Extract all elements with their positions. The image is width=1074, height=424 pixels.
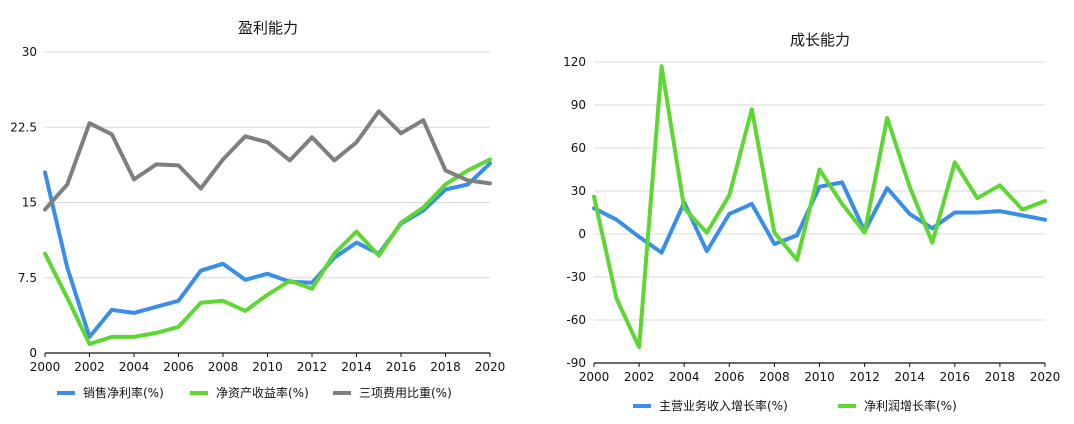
y-tick-label: 90 [571, 98, 586, 112]
legend-label: 三项费用比重(%) [359, 386, 452, 400]
series-line-2 [43, 157, 492, 346]
series-line-3 [43, 109, 492, 212]
y-tick-label: 22.5 [10, 120, 37, 134]
growth-chart-svg: 成长能力 -90 -60 -30 0 30 60 90 120 2000 2002 2004 2006… [563, 31, 1061, 413]
series-line-1 [592, 180, 1047, 255]
x-tick-label: 2012 [849, 370, 880, 384]
x-tick-label: 2000 [30, 360, 61, 374]
legend-label: 净利润增长率(%) [864, 398, 957, 413]
x-tick-label: 2004 [119, 360, 150, 374]
profitability-chart: 盈利能力 0 7.5 15 22.5 30 2000 2002 2004 2006 2008 201… [10, 19, 506, 400]
profitability-chart-svg: 盈利能力 0 7.5 15 22.5 30 2000 2002 2004 2006 2008 201… [10, 19, 506, 400]
legend-label: 销售净利率(%) [83, 385, 164, 400]
y-tick-label: -90 [566, 356, 586, 370]
x-tick-label: 2006 [714, 370, 745, 384]
legend-label: 净资产收益率(%) [216, 385, 309, 400]
series-line-1 [43, 161, 492, 339]
y-tick-label: 120 [563, 55, 586, 69]
y-tick-label: 7.5 [18, 271, 37, 285]
y-tick-label: 15 [22, 196, 37, 210]
y-tick-label: -60 [566, 313, 586, 327]
series-line-2 [592, 64, 1047, 350]
chart-title: 成长能力 [790, 31, 850, 49]
x-tick-label: 2014 [341, 360, 372, 374]
x-tick-label: 2012 [297, 360, 328, 374]
x-tick-label: 2020 [475, 360, 506, 374]
x-tick-label: 2018 [430, 360, 461, 374]
x-tick-label: 2014 [894, 370, 925, 384]
x-tick-label: 2018 [985, 370, 1016, 384]
x-tick-label: 2010 [804, 370, 835, 384]
legend-label: 主营业务收入增长率(%) [659, 398, 788, 413]
y-tick-label: 0 [578, 227, 586, 241]
growth-chart: 成长能力 -90 -60 -30 0 30 60 90 120 2000 2002 2004 2006… [537, 0, 1074, 424]
x-tick-label: 2002 [74, 360, 105, 374]
x-tick-label: 2010 [252, 360, 283, 374]
y-tick-label: 30 [22, 45, 37, 59]
y-tick-label: 60 [571, 141, 586, 155]
y-tick-label: 30 [571, 184, 586, 198]
x-tick-label: 2020 [1030, 370, 1061, 384]
y-tick-label: -30 [566, 270, 586, 284]
y-tick-label: 0 [29, 346, 37, 360]
x-tick-label: 2016 [940, 370, 971, 384]
x-tick-label: 2004 [669, 370, 700, 384]
x-tick-label: 2000 [579, 370, 610, 384]
chart-title: 盈利能力 [238, 19, 298, 37]
x-tick-label: 2016 [386, 360, 417, 374]
x-tick-label: 2008 [759, 370, 790, 384]
x-tick-label: 2002 [624, 370, 655, 384]
x-tick-label: 2008 [208, 360, 239, 374]
x-tick-label: 2006 [163, 360, 194, 374]
